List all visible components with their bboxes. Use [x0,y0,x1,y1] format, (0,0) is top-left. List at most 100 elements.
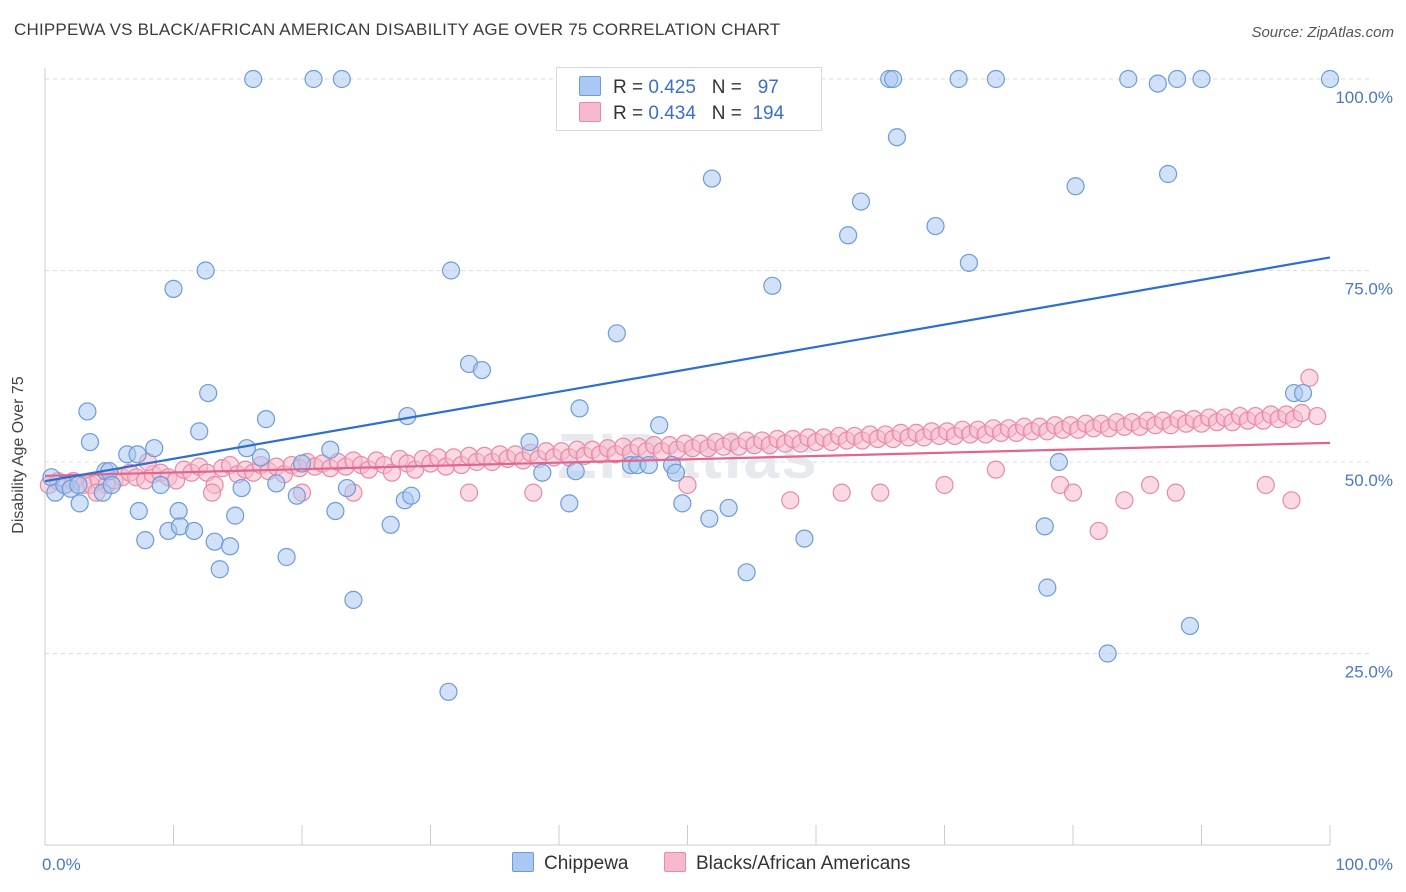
chippewa-point-24 [196,261,215,280]
black-point-181 [1140,475,1160,495]
black-point-174 [832,483,851,502]
black-point-171 [524,483,543,502]
chippewa-point-66 [700,509,719,528]
black-point-175 [871,483,890,502]
black-point-182 [1166,483,1185,502]
chippewa-point-6 [78,402,97,421]
chippewa-point-17 [151,475,170,495]
legend-n-label: N = [711,103,742,124]
chippewa-point-83 [1049,452,1068,472]
black-point-172 [678,475,697,495]
y-tick-label-50: 50.0% [1345,471,1393,490]
legend-n-value: 97 [757,77,779,98]
chippewa-point-37 [287,486,306,505]
black-point-173 [781,491,800,510]
chippewa-point-13 [128,445,147,464]
chippewa-point-28 [220,537,240,556]
black-point-177 [986,460,1006,479]
black-point-44 [382,463,402,482]
chippewa-point-79 [959,253,979,272]
chippewa-point-48 [402,486,421,505]
chippewa-point-76 [887,128,907,147]
chippewa-point-82 [1038,578,1057,597]
chippewa-point-49 [439,682,458,701]
chippewa-point-34 [256,410,276,429]
chippewa-point-23 [190,422,209,441]
legend-r-value: 0.434 [648,103,696,124]
chippewa-point-87 [1148,74,1167,93]
legend-n-label: N = [711,77,742,98]
chippewa-point-22 [184,521,204,541]
black-point-185 [1089,521,1108,541]
chippewa-point-58 [607,324,626,343]
chippewa-point-72 [839,226,858,245]
chippewa-point-55 [566,462,585,481]
chippewa-point-4 [69,475,88,495]
black-point-183 [1256,475,1275,495]
chippewa-point-57 [570,399,589,418]
black-point-163 [1300,368,1319,387]
chippewa-legend-label: Chippewa [544,853,629,874]
chippewa-point-36 [277,547,296,567]
chippewa-point-27 [210,560,229,579]
chippewa-point-64 [666,463,686,482]
chippewa-point-71 [795,529,814,548]
chippewa-point-67 [702,169,722,188]
chippewa-point-73 [851,192,871,211]
chippewa-point-38 [292,454,312,473]
chippewa-point-70 [763,276,782,295]
chippewa-point-91 [1192,69,1211,89]
chippewa-swatch [579,76,601,96]
chippewa-point-80 [986,69,1006,89]
chippewa-point-5 [70,494,89,513]
black-legend-swatch [664,852,686,872]
chippewa-point-81 [1035,517,1054,536]
chippewa-point-77 [926,216,945,236]
source-label: Source: ZipAtlas.com [1251,24,1394,41]
black-trend-line [44,441,1331,477]
chippewa-point-42 [332,69,351,89]
chippewa-point-52 [472,360,491,380]
black-swatch [579,102,601,122]
chippewa-point-53 [520,432,539,452]
chippewa-point-11 [102,475,121,495]
chippewa-point-7 [80,432,100,452]
chippewa-point-15 [136,531,155,550]
chippewa-point-44 [344,590,363,609]
chippewa-point-25 [199,383,218,403]
y-tick-label-75: 75.0% [1345,280,1393,299]
black-point-162 [1292,403,1311,423]
chippewa-point-78 [949,69,968,89]
y-tick-label-25: 25.0% [1345,663,1393,682]
bottom-legend-chippewa: Chippewa [512,852,629,875]
chippewa-point-90 [1180,616,1200,636]
chart-title: CHIPPEWA VS BLACK/AFRICAN AMERICAN DISAB… [14,20,781,39]
black-legend-label: Blacks/African Americans [696,853,911,874]
legend-row-chippewa: R = 0.425 N = 97 [579,76,779,100]
chippewa-point-94 [1320,69,1340,89]
chippewa-point-45 [381,515,400,534]
chippewa-point-62 [650,416,669,435]
chippewa-point-56 [560,494,579,513]
black-point-167 [202,483,222,502]
black-point-176 [935,475,954,495]
legend-n-value: 194 [752,103,785,124]
chippewa-point-20 [169,501,188,521]
x-tick-label-max: 100.0% [1335,855,1393,874]
chippewa-point-50 [441,261,461,280]
chippewa-point-39 [304,69,323,89]
black-point-184 [1282,491,1301,510]
chippewa-point-40 [321,440,340,459]
black-point-164 [1308,406,1327,426]
chippewa-point-33 [251,448,270,467]
chippewa-legend-swatch [512,852,534,872]
legend-r-value: 0.425 [648,77,696,98]
chippewa-point-32 [244,69,263,89]
chippewa-point-89 [1167,69,1187,89]
correlation-legend: R = 0.425 N = 97 R = 0.434 N = 194 [556,67,822,131]
chippewa-point-16 [145,439,164,458]
chippewa-point-93 [1293,383,1313,403]
chippewa-point-14 [129,501,148,521]
chippewa-point-75 [883,69,903,89]
